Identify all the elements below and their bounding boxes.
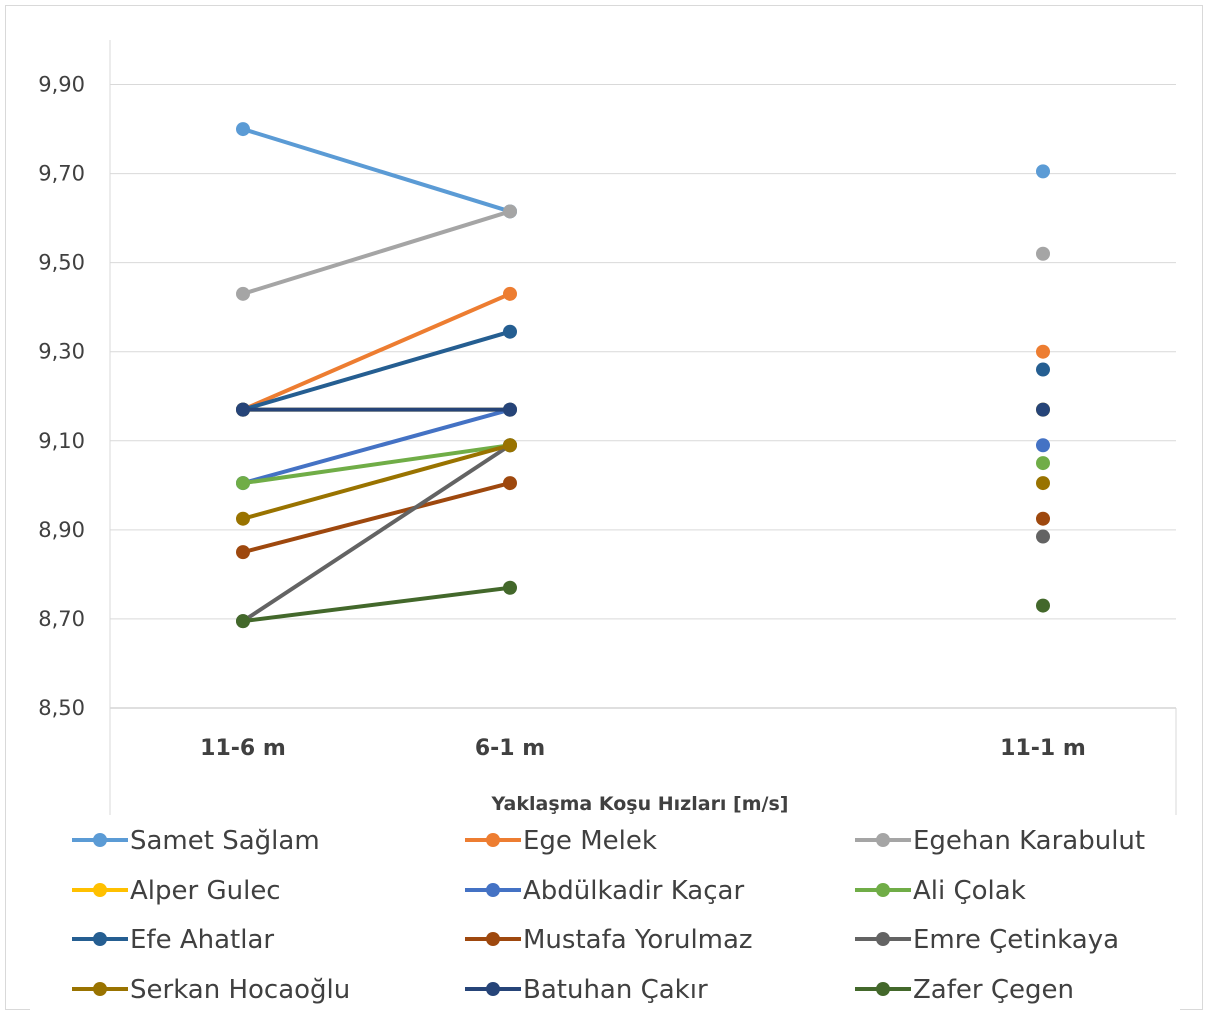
legend-label: Mustafa Yorulmaz [523,925,753,955]
series-layer [236,122,1050,629]
data-point [1036,511,1050,526]
y-tick-label: 9,50 [38,251,85,275]
data-point [236,402,250,417]
legend-label: Egehan Karabulut [913,826,1145,856]
legend-label: Efe Ahatlar [130,925,274,955]
legend-marker [486,932,500,946]
legend-marker [93,982,107,996]
data-point [1036,598,1050,613]
grid-layer [110,84,1176,709]
series-line [241,209,512,296]
data-point [1036,402,1050,417]
data-point [503,438,517,453]
data-point [236,511,250,526]
data-point [1036,529,1050,544]
data-point [236,286,250,301]
data-point [503,580,517,595]
data-point [503,286,517,301]
series [236,580,1050,629]
x-axis-label: Yaklaşma Koşu Hızları [m/s] [491,793,789,815]
legend-label: Abdülkadir Kaçar [523,876,744,906]
series-line [241,585,512,624]
data-point [1036,456,1050,471]
data-point [503,476,517,491]
y-tick-label: 8,50 [38,696,85,720]
series-line [241,481,512,555]
legend-item: Serkan Hocaoğlu [72,975,350,1005]
legend-marker [876,833,890,847]
x-tick-label: 6-1 m [475,736,545,761]
axis-layer: 8,50 8,70 8,90 9,10 9,30 9,50 9,70 9,90 11-6 m 6-… [38,40,1177,815]
legend-box [30,815,1180,1010]
series-line [241,329,512,412]
legend-marker [93,932,107,946]
data-point [503,204,517,219]
x-tick-label: 11-6 m [200,736,286,761]
y-tick-label: 9,70 [38,162,85,186]
data-point [236,122,250,137]
x-tick-label: 11-1 m [1000,736,1086,761]
legend-item: Alper Gulec [72,876,281,906]
legend-marker [876,932,890,946]
legend-marker [93,833,107,847]
legend-marker [486,883,500,897]
series-line [241,407,512,486]
y-tick-label: 9,90 [38,73,85,97]
series-line [241,443,512,521]
legend-marker [486,982,500,996]
legend-item: Emre Çetinkaya [855,925,1119,955]
data-point [1036,344,1050,359]
legend-label: Alper Gulec [130,876,281,906]
legend-item: Egehan Karabulut [855,826,1145,856]
y-tick-label: 8,70 [38,607,85,631]
data-point [1036,164,1050,179]
legend-label: Zafer Çegen [913,975,1074,1005]
data-point [1036,362,1050,377]
y-tick-label: 9,10 [38,429,85,453]
data-point [1036,246,1050,261]
series [236,324,1050,417]
series [236,438,1050,491]
legend-label: Batuhan Çakır [523,975,708,1005]
series [236,204,1050,301]
legend-item: Samet Sağlam [72,826,320,856]
legend-label: Ali Çolak [913,876,1026,906]
legend: Samet Sağlam Ege Melek Egehan Karabulut Alp… [30,815,1180,1010]
legend-label: Ege Melek [523,826,657,856]
series [236,402,1050,417]
legend-item: Mustafa Yorulmaz [465,925,753,955]
legend-marker [93,883,107,897]
legend-label: Serkan Hocaoğlu [130,975,350,1005]
legend-item: Zafer Çegen [855,975,1074,1005]
data-point [503,324,517,339]
series-line [241,443,512,486]
series-line [241,291,512,412]
legend-marker [876,883,890,897]
data-point [236,476,250,491]
legend-item: Batuhan Çakır [465,975,708,1005]
data-point [236,614,250,629]
legend-item: Ali Çolak [855,876,1026,906]
series [236,438,1050,526]
legend-marker [876,982,890,996]
legend-marker [486,833,500,847]
legend-label: Emre Çetinkaya [913,925,1119,955]
series [236,122,1050,219]
series [236,476,1050,560]
legend-item: Abdülkadir Kaçar [465,876,744,906]
series-line [241,443,512,624]
data-point [236,545,250,560]
data-point [503,402,517,417]
data-point [1036,476,1050,491]
legend-label: Samet Sağlam [130,826,320,856]
series-line [241,127,512,214]
legend-item: Ege Melek [465,826,657,856]
data-point [1036,438,1050,453]
y-tick-label: 9,30 [38,340,85,364]
series [236,402,1050,491]
y-tick-label: 8,90 [38,518,85,542]
legend-item: Efe Ahatlar [72,925,274,955]
